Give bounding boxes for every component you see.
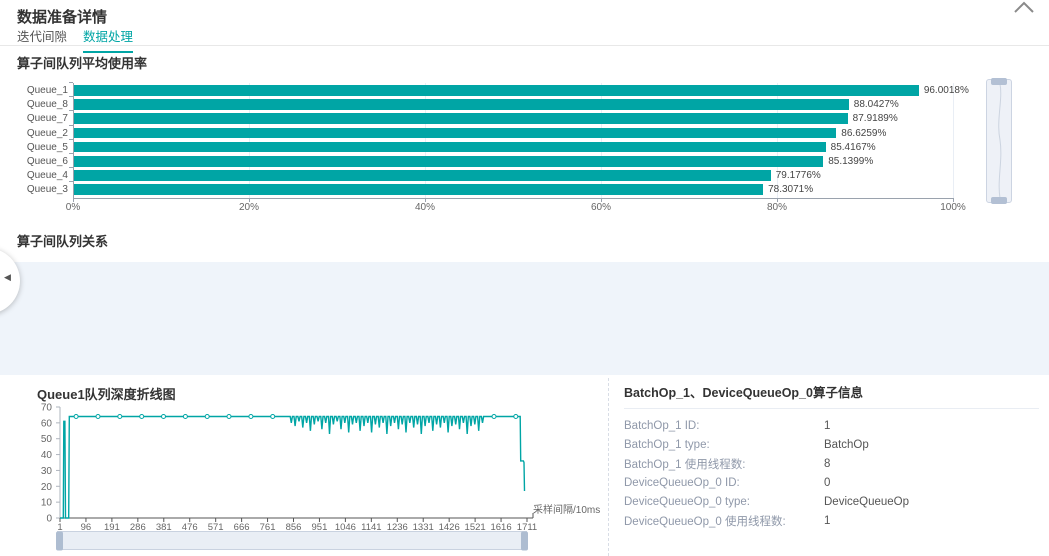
horizontal-datazoom-slider[interactable] — [57, 531, 527, 550]
bar-Queue_3[interactable] — [74, 184, 763, 195]
bar-value-label: 88.0427% — [854, 99, 899, 110]
y-tickmark — [69, 125, 73, 126]
x-tick-label: 20% — [227, 202, 271, 213]
y-tickmark — [69, 167, 73, 168]
line-xaxis-name: 采样间隔/10ms — [533, 501, 600, 516]
info-label: DeviceQueueOp_0 type: — [624, 496, 824, 508]
bar-category-label: Queue_6 — [2, 156, 68, 167]
data-preparation-details-panel: 数据准备详情 迭代间隙 数据处理 算子间队列平均使用率 0%20%40%60%8… — [0, 0, 1049, 556]
info-label: BatchOp_1 ID: — [624, 420, 824, 432]
info-row: DeviceQueueOp_0 type:DeviceQueueOp — [624, 492, 1039, 511]
info-label: DeviceQueueOp_0 使用线程数: — [624, 513, 824, 529]
info-value: BatchOp — [824, 439, 869, 451]
info-value: 1 — [824, 420, 830, 432]
info-label: BatchOp_1 type: — [624, 439, 824, 451]
vertical-datazoom-slider[interactable] — [986, 79, 1012, 203]
bar-value-label: 96.0018% — [924, 85, 969, 96]
svg-text:70: 70 — [41, 403, 53, 414]
y-tickmark — [69, 153, 73, 154]
queue-usage-bar-chart: 0% 20% 40% 60% 80% 100% Queue_1 96.0018% Queue_8… — [0, 0, 1049, 230]
info-row: BatchOp_1 type:BatchOp — [624, 435, 1039, 454]
y-tickmark — [69, 82, 73, 83]
datazoom-handle-left[interactable] — [56, 531, 63, 550]
info-row: BatchOp_1 使用线程数:8 — [624, 454, 1039, 473]
bar-Queue_5[interactable] — [74, 142, 826, 153]
bar-category-label: Queue_4 — [2, 170, 68, 181]
datazoom-handle-bottom[interactable] — [991, 197, 1007, 204]
info-label: DeviceQueueOp_0 ID: — [624, 477, 824, 489]
bar-value-label: 85.1399% — [828, 156, 873, 167]
svg-text:10: 10 — [41, 498, 53, 509]
svg-text:30: 30 — [41, 466, 53, 477]
queue-depth-line-chart[interactable]: 0102030405060701961912863814765716667618… — [0, 380, 608, 556]
bar-value-label: 79.1776% — [776, 170, 821, 181]
operator-info-rows: BatchOp_1 ID:1BatchOp_1 type:BatchOpBatc… — [624, 416, 1039, 530]
datazoom-shadow — [987, 80, 1011, 202]
info-value: 0 — [824, 477, 830, 489]
bar-Queue_6[interactable] — [74, 156, 823, 167]
bar-Queue_4[interactable] — [74, 170, 771, 181]
bar-Queue_8[interactable] — [74, 99, 849, 110]
svg-text:20: 20 — [41, 482, 53, 493]
info-label: BatchOp_1 使用线程数: — [624, 456, 824, 472]
info-row: BatchOp_1 ID:1 — [624, 416, 1039, 435]
y-tickmark — [69, 139, 73, 140]
queue-relation-section-title: 算子间队列关系 — [17, 231, 108, 250]
bar-value-label: 87.9189% — [853, 113, 898, 124]
bar-category-label: Queue_7 — [2, 113, 68, 124]
bar-Queue_7[interactable] — [74, 113, 848, 124]
gridline — [953, 83, 954, 198]
panel-divider — [608, 378, 609, 556]
bar-Queue_1[interactable] — [74, 85, 919, 96]
operator-info-panel: BatchOp_1、DeviceQueueOp_0算子信息 BatchOp_1 … — [624, 382, 1039, 530]
bar-category-label: Queue_3 — [2, 184, 68, 195]
x-tick-label: 100% — [931, 202, 975, 213]
x-tick-label: 0% — [51, 202, 95, 213]
svg-text:50: 50 — [41, 434, 53, 445]
info-value: DeviceQueueOp — [824, 496, 909, 508]
bar-category-label: Queue_1 — [2, 85, 68, 96]
bar-value-label: 86.6259% — [841, 128, 886, 139]
info-value: 8 — [824, 458, 830, 470]
x-tick-label: 40% — [403, 202, 447, 213]
y-tickmark — [69, 110, 73, 111]
svg-text:0: 0 — [46, 514, 52, 525]
bar-Queue_2[interactable] — [74, 128, 836, 139]
info-value: 1 — [824, 515, 830, 527]
bar-category-label: Queue_5 — [2, 142, 68, 153]
bar-value-label: 85.4167% — [831, 142, 876, 153]
svg-text:40: 40 — [41, 450, 53, 461]
svg-text:60: 60 — [41, 418, 53, 429]
pipeline-flow-canvas: MnistOp_8Queue_8(88.0427%)MapOp_7Queue_7… — [0, 262, 1049, 375]
bar-category-label: Queue_2 — [2, 128, 68, 139]
y-tickmark — [69, 96, 73, 97]
bar-value-label: 78.3071% — [768, 184, 813, 195]
info-row: DeviceQueueOp_0 ID:0 — [624, 473, 1039, 492]
y-tickmark — [69, 181, 73, 182]
bar-category-label: Queue_8 — [2, 99, 68, 110]
info-row: DeviceQueueOp_0 使用线程数:1 — [624, 511, 1039, 530]
x-axis-line — [73, 198, 953, 199]
x-tick-label: 80% — [755, 202, 799, 213]
collapse-left-icon[interactable]: ◀ — [4, 272, 11, 283]
datazoom-handle-top[interactable] — [991, 78, 1007, 85]
operator-info-title: BatchOp_1、DeviceQueueOp_0算子信息 — [624, 382, 1039, 409]
datazoom-handle-right[interactable] — [521, 531, 528, 550]
x-tick-label: 60% — [579, 202, 623, 213]
